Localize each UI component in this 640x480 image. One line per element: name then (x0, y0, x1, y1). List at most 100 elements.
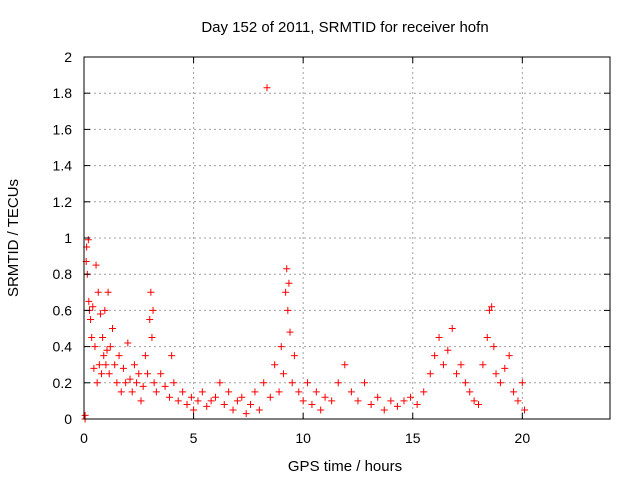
data-point (216, 379, 224, 387)
data-point (133, 379, 141, 387)
data-point (461, 379, 469, 387)
data-point (380, 406, 388, 414)
data-point (148, 334, 156, 342)
data-point (279, 370, 287, 378)
data-point (304, 379, 312, 387)
data-point (317, 406, 325, 414)
data-point (139, 382, 147, 390)
data-point (514, 397, 522, 405)
data-point (485, 306, 493, 314)
data-point (354, 397, 362, 405)
data-point (111, 361, 119, 369)
data-point (168, 352, 176, 360)
y-tick-label: 0.8 (53, 266, 73, 282)
axis-ticks (83, 56, 610, 420)
data-point (431, 352, 439, 360)
data-point (84, 236, 92, 244)
data-point (161, 382, 169, 390)
data-point (108, 325, 116, 332)
data-point (117, 388, 125, 396)
data-point (183, 401, 191, 409)
data-point (290, 352, 298, 360)
data-point (106, 343, 114, 351)
data-point (141, 352, 149, 360)
data-point (255, 406, 263, 414)
data-point (420, 388, 428, 396)
data-point (103, 346, 111, 354)
x-tick-label: 15 (405, 430, 421, 446)
data-point (479, 361, 487, 369)
data-point (263, 84, 271, 92)
data-point (93, 379, 101, 387)
data-point (341, 361, 349, 369)
x-axis-title: GPS time / hours (288, 458, 402, 475)
data-point (104, 288, 112, 296)
y-tick-label: 0.6 (53, 302, 73, 318)
data-point (374, 393, 382, 401)
data-point (130, 361, 138, 369)
data-point (96, 310, 104, 318)
data-point (286, 328, 294, 336)
data-point (99, 334, 107, 342)
x-tick-label: 0 (80, 430, 88, 446)
data-point (496, 379, 504, 387)
y-tick-label: 1.6 (53, 121, 73, 137)
grid-lines (84, 57, 610, 419)
data-point (157, 370, 165, 378)
data-point (124, 339, 132, 347)
y-tick-label: 2 (64, 49, 72, 65)
data-point (321, 393, 329, 401)
y-tick-label: 0.4 (53, 339, 73, 355)
data-point (87, 315, 95, 323)
data-point (285, 279, 293, 287)
data-point (165, 393, 173, 401)
data-point (170, 379, 178, 387)
data-point (453, 370, 461, 378)
data-point (187, 393, 195, 401)
data-point (126, 375, 134, 383)
data-point (282, 288, 290, 296)
data-point (135, 370, 143, 378)
data-point (284, 306, 292, 314)
data-point (247, 401, 255, 409)
data-point (115, 352, 123, 360)
data-point (413, 401, 421, 409)
data-point (266, 393, 274, 401)
data-point (179, 388, 187, 396)
data-point (90, 364, 98, 372)
data-point (105, 370, 113, 378)
data-point (198, 388, 206, 396)
data-point (233, 397, 241, 405)
data-point (190, 406, 198, 414)
data-point (212, 393, 219, 401)
data-point (92, 261, 100, 269)
data-point (128, 388, 136, 396)
data-point (147, 288, 155, 296)
x-tick-labels: 0 5 10 15 20 (80, 430, 530, 446)
data-point (518, 379, 526, 387)
data-point (295, 388, 303, 396)
data-point (122, 379, 130, 387)
y-axis-title: SRMTID / TECUs (5, 179, 22, 297)
data-point (466, 388, 474, 396)
data-point (101, 306, 109, 314)
data-point (95, 361, 103, 369)
data-point (521, 406, 529, 414)
data-points (81, 84, 529, 423)
data-point (152, 388, 160, 396)
data-point (149, 306, 157, 314)
data-point (367, 401, 375, 409)
data-point (144, 370, 152, 378)
data-point (242, 410, 250, 418)
data-point (207, 397, 215, 405)
data-point (85, 297, 93, 305)
data-point (102, 361, 110, 369)
data-point (492, 370, 500, 378)
data-point (334, 379, 342, 387)
data-point (448, 325, 456, 332)
data-point (225, 388, 233, 396)
y-tick-label: 0.2 (53, 375, 73, 391)
data-point (98, 370, 106, 378)
y-tick-label: 0 (64, 411, 72, 427)
